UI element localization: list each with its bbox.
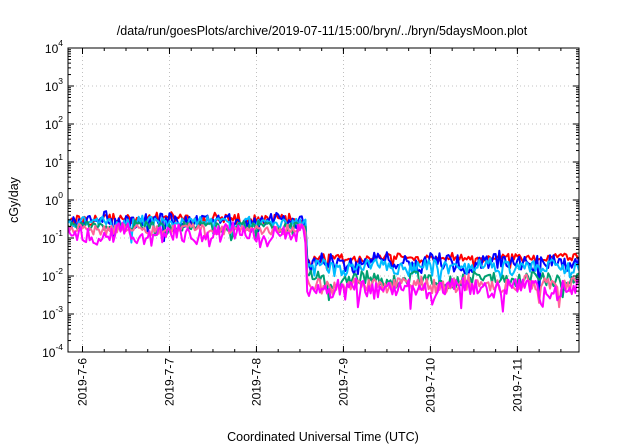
x-tick-label: 2019-7-7 xyxy=(162,358,176,406)
x-tick-label: 2019-7-8 xyxy=(249,358,263,406)
grid xyxy=(68,48,579,352)
y-tick-label: 10-3 xyxy=(42,304,63,322)
y-tick-label: 100 xyxy=(45,190,63,208)
x-tick-label: 2019-7-6 xyxy=(75,358,89,406)
chart-title: /data/run/goesPlots/archive/2019-07-11/1… xyxy=(117,24,528,38)
y-tick-label: 103 xyxy=(45,76,63,94)
x-tick-label: 2019-7-9 xyxy=(336,358,350,406)
y-tick-label: 10-1 xyxy=(42,228,63,246)
series-line xyxy=(68,221,579,313)
y-tick-label: 10-4 xyxy=(42,342,63,360)
x-axis: 2019-7-6 2019-7-7 2019-7-8 2019-7-9 2019-7-1… xyxy=(75,48,562,413)
y-axis: 10-4 10-3 10-2 10-1 100 101 102 103 104 xyxy=(42,38,579,360)
series-line xyxy=(68,210,579,297)
series-line xyxy=(68,222,579,309)
y-tick-label: 101 xyxy=(45,152,63,170)
y-tick-label: 10-2 xyxy=(42,266,63,284)
x-tick-label: 2019-7-10 xyxy=(423,358,437,413)
series-line xyxy=(68,219,579,302)
series-line xyxy=(68,211,579,271)
series-layer xyxy=(68,210,579,313)
y-tick-label: 102 xyxy=(45,114,63,132)
y-tick-label: 104 xyxy=(45,38,63,56)
x-tick-label: 2019-7-11 xyxy=(510,358,524,412)
x-axis-label: Coordinated Universal Time (UTC) xyxy=(227,430,419,444)
y-axis-label: cGy/day xyxy=(7,176,21,223)
